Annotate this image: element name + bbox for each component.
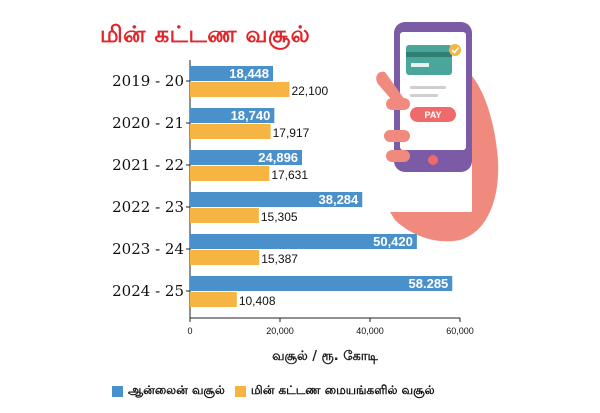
legend-item-center: மின் கட்டண மையங்களில் வசூல்: [234, 383, 435, 399]
credit-card-icon: [406, 45, 452, 75]
x-tick-label: 0: [187, 326, 192, 336]
finger-icon: [386, 150, 410, 162]
bar-online: [190, 234, 417, 249]
phone-home-button: [428, 155, 438, 165]
bar-center: [190, 250, 260, 265]
pay-button: [410, 107, 456, 122]
legend: ஆன்லைன் வசூல் மின் கட்டண மையங்களில் வசூல…: [112, 383, 445, 399]
card-chip: [411, 63, 429, 67]
finger-icon: [386, 98, 410, 110]
category-label: 2024 - 25: [112, 282, 184, 300]
data-label-online: 18,448: [229, 66, 269, 81]
x-tick-label: 60,000: [446, 326, 474, 336]
check-mark-icon: [451, 47, 460, 54]
bar-center: [190, 208, 259, 223]
data-label-center: 15,305: [261, 210, 298, 224]
chart-title: மின் கட்டண வசூல்: [100, 22, 311, 48]
x-tick-label: 40,000: [356, 326, 384, 336]
data-label-center: 17,631: [271, 168, 308, 182]
phone-illustration: PAY: [376, 22, 499, 242]
legend-label-online: ஆன்லைன் வசூல்: [128, 383, 225, 397]
bar-center: [190, 292, 237, 307]
screen-line: [410, 94, 438, 97]
screen-line: [410, 86, 446, 89]
hand-icon: [390, 62, 499, 242]
category-label: 2020 - 21: [112, 114, 184, 132]
bar-online: [190, 150, 303, 165]
data-label-online: 50,420: [373, 234, 413, 249]
x-tick-label: 20,000: [266, 326, 294, 336]
data-label-center: 22,100: [291, 84, 328, 98]
data-label-online: 38,284: [319, 192, 360, 207]
data-label-center: 17,917: [273, 126, 310, 140]
data-label-online: 18,740: [231, 108, 271, 123]
pay-button-label: PAY: [424, 110, 441, 120]
category-label: 2019 - 20: [112, 72, 184, 90]
check-badge-icon: [449, 44, 461, 56]
category-label: 2023 - 24: [112, 240, 184, 258]
card-stripe: [406, 52, 452, 57]
plot-area: 2019 - 20 18,448 22,100 2020 - 21 18,74017,9…: [112, 60, 474, 336]
x-axis-title: வசூல் / ரூ. கோடி: [272, 349, 378, 364]
bar-online: [190, 66, 274, 81]
category-label: 2022 - 23: [112, 198, 184, 216]
legend-swatch-online: [112, 385, 123, 397]
bar-online: [190, 276, 453, 291]
data-label-online: 24,896: [258, 150, 298, 165]
data-label-online: 58.285: [409, 276, 449, 291]
legend-label-center: மின் கட்டண மையங்களில் வசூல்: [250, 383, 435, 397]
bar-online: [190, 192, 363, 207]
legend-item-online: ஆன்லைன் வசூல்: [112, 383, 225, 399]
bar-center: [190, 124, 271, 139]
bar-center: [190, 82, 290, 97]
data-label-center: 10,408: [239, 294, 276, 308]
data-label-center: 15,387: [261, 252, 298, 266]
category-label: 2021 - 22: [112, 156, 184, 174]
bar-center: [190, 166, 270, 181]
finger-icon: [384, 130, 410, 142]
bar-online: [190, 108, 275, 123]
legend-swatch-center: [234, 385, 246, 397]
